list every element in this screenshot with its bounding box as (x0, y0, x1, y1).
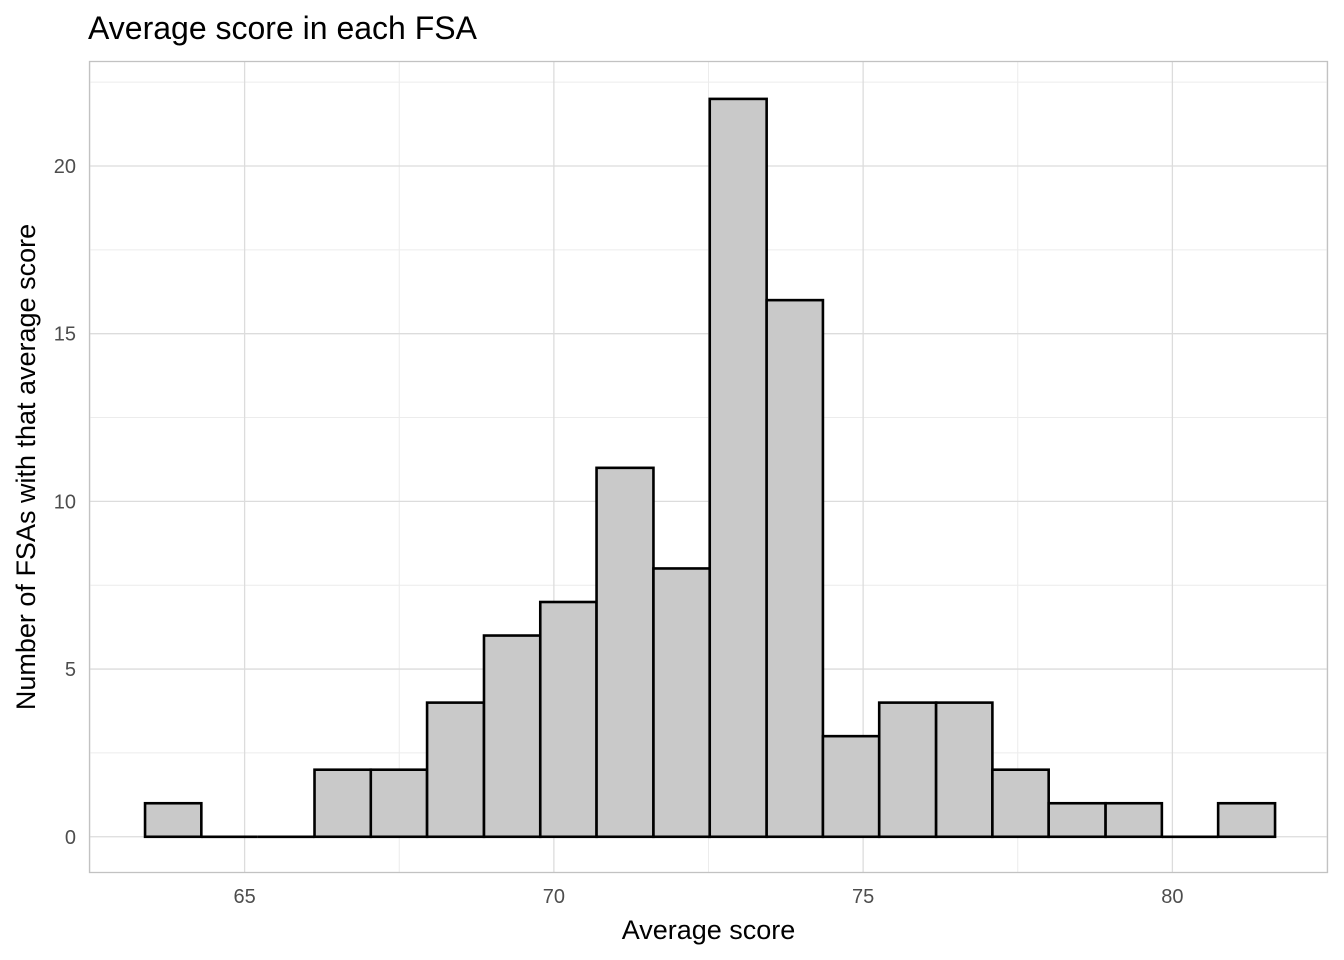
x-tick-label: 65 (234, 886, 256, 908)
x-tick-label: 75 (852, 886, 874, 908)
histogram-bar (369, 768, 429, 839)
histogram-bar (143, 801, 203, 839)
y-tick-label: 15 (54, 324, 76, 346)
x-axis-ticks: 65 70 75 80 (234, 886, 1184, 908)
x-tick-label: 70 (543, 886, 565, 908)
histogram-bar (1216, 801, 1277, 839)
histogram-bar (934, 701, 994, 839)
y-axis-title: Number of FSAs with that average score (11, 224, 41, 710)
histogram-bars (143, 97, 1277, 839)
panel-border (88, 60, 1329, 874)
histogram-bar (708, 97, 768, 839)
y-tick-label: 5 (65, 659, 76, 681)
histogram-bar (313, 768, 373, 839)
histogram-bar (765, 298, 825, 839)
x-tick-label: 80 (1161, 886, 1183, 908)
histogram-bar (595, 466, 655, 839)
y-tick-label: 10 (54, 491, 76, 513)
histogram-bar (1047, 801, 1107, 839)
histogram-bar (425, 701, 486, 839)
y-tick-label: 0 (65, 827, 76, 849)
histogram-bar (877, 701, 938, 839)
x-axis-title: Average score (622, 915, 796, 945)
histogram-bar (821, 734, 881, 839)
histogram-bar (1104, 801, 1164, 839)
y-tick-label: 20 (54, 156, 76, 178)
histogram-bar (991, 768, 1050, 839)
histogram-bar (482, 634, 542, 839)
y-axis-ticks: 0 5 10 15 20 (54, 156, 76, 849)
histogram-bar (538, 600, 598, 839)
chart-title: Average score in each FSA (88, 10, 478, 46)
histogram-bar (652, 567, 712, 839)
